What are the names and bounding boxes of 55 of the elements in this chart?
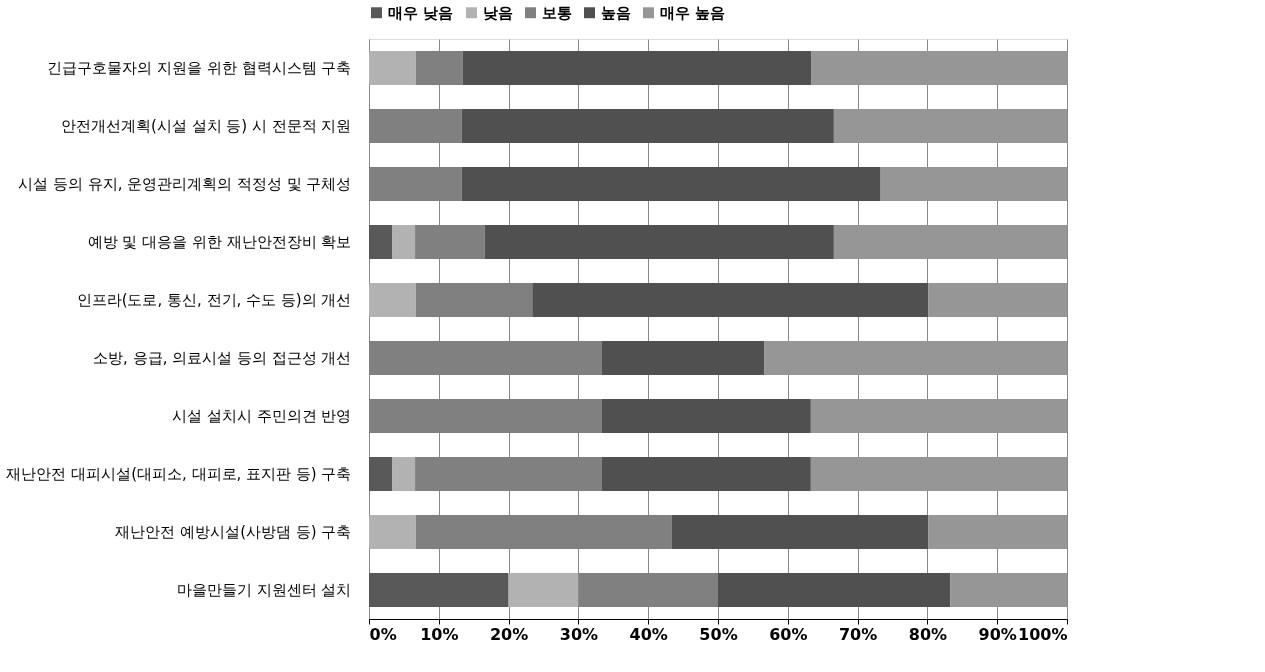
bar xyxy=(508,573,579,607)
legend-label: 매우 높음 xyxy=(660,3,726,22)
bar xyxy=(392,457,416,491)
bar xyxy=(764,341,1067,375)
bar xyxy=(928,515,1067,549)
bar xyxy=(369,457,393,491)
x-tick-label: 20% xyxy=(489,624,529,644)
bar xyxy=(601,341,765,375)
x-tick-label: 0% xyxy=(369,624,397,644)
bar xyxy=(532,283,929,317)
y-tick-label: 인프라(도로, 통신, 전기, 수도 등)의 개선 xyxy=(76,291,352,309)
x-tick-label: 90% xyxy=(978,624,1017,644)
bar xyxy=(718,573,951,607)
bar xyxy=(671,515,929,549)
bar xyxy=(369,573,509,607)
y-tick-label: 시설 설치시 주민의견 반영 xyxy=(172,407,352,425)
bar xyxy=(484,225,834,259)
legend-label: 낮음 xyxy=(483,3,513,22)
bar xyxy=(810,457,1067,491)
x-tick-label: 50% xyxy=(699,624,738,644)
bar xyxy=(880,167,1067,201)
y-tick-label: 재난안전 예방시설(사방댐 등) 구축 xyxy=(115,523,352,541)
bar xyxy=(950,573,1067,607)
bar xyxy=(810,399,1067,433)
bar xyxy=(833,225,1067,259)
bar xyxy=(601,399,811,433)
legend-label: 보통 xyxy=(542,3,572,22)
bar xyxy=(369,225,393,259)
bar xyxy=(811,51,1068,85)
bar xyxy=(392,225,416,259)
y-tick-label: 안전개선계획(시설 설치 등) 시 전문적 지원 xyxy=(60,117,352,135)
bar xyxy=(601,457,811,491)
x-tick-label: 100% xyxy=(1018,624,1068,644)
bar xyxy=(461,109,834,143)
x-tick-label: 70% xyxy=(838,624,878,644)
x-tick-label: 80% xyxy=(908,624,948,644)
bar xyxy=(928,283,1067,317)
y-tick-label: 시설 등의 유지, 운영관리계획의 적정성 및 구체성 xyxy=(18,175,352,193)
legend-label: 높음 xyxy=(601,3,631,22)
bar xyxy=(369,515,416,549)
x-tick-label: 10% xyxy=(420,624,459,644)
x-tick-label: 30% xyxy=(559,624,599,644)
bar xyxy=(369,51,416,85)
y-tick-label: 긴급구호물자의 지원을 위한 협력시스템 구축 xyxy=(47,59,352,77)
x-tick-label: 40% xyxy=(629,624,668,644)
x-tick-label: 60% xyxy=(769,624,808,644)
bar xyxy=(462,51,812,85)
y-tick-label: 재난안전 대피시설(대피소, 대피로, 표지판 등) 구축 xyxy=(6,465,352,483)
bar xyxy=(369,283,416,317)
bar xyxy=(833,109,1067,143)
y-tick-label: 소방, 응급, 의료시설 등의 접근성 개선 xyxy=(93,349,352,367)
y-tick-label: 마을만들기 지원센터 설치 xyxy=(176,581,352,599)
legend-label: 매우 낮음 xyxy=(388,3,454,22)
bar xyxy=(461,167,881,201)
y-tick-label: 예방 및 대응을 위한 재난안전장비 확보 xyxy=(87,233,352,251)
